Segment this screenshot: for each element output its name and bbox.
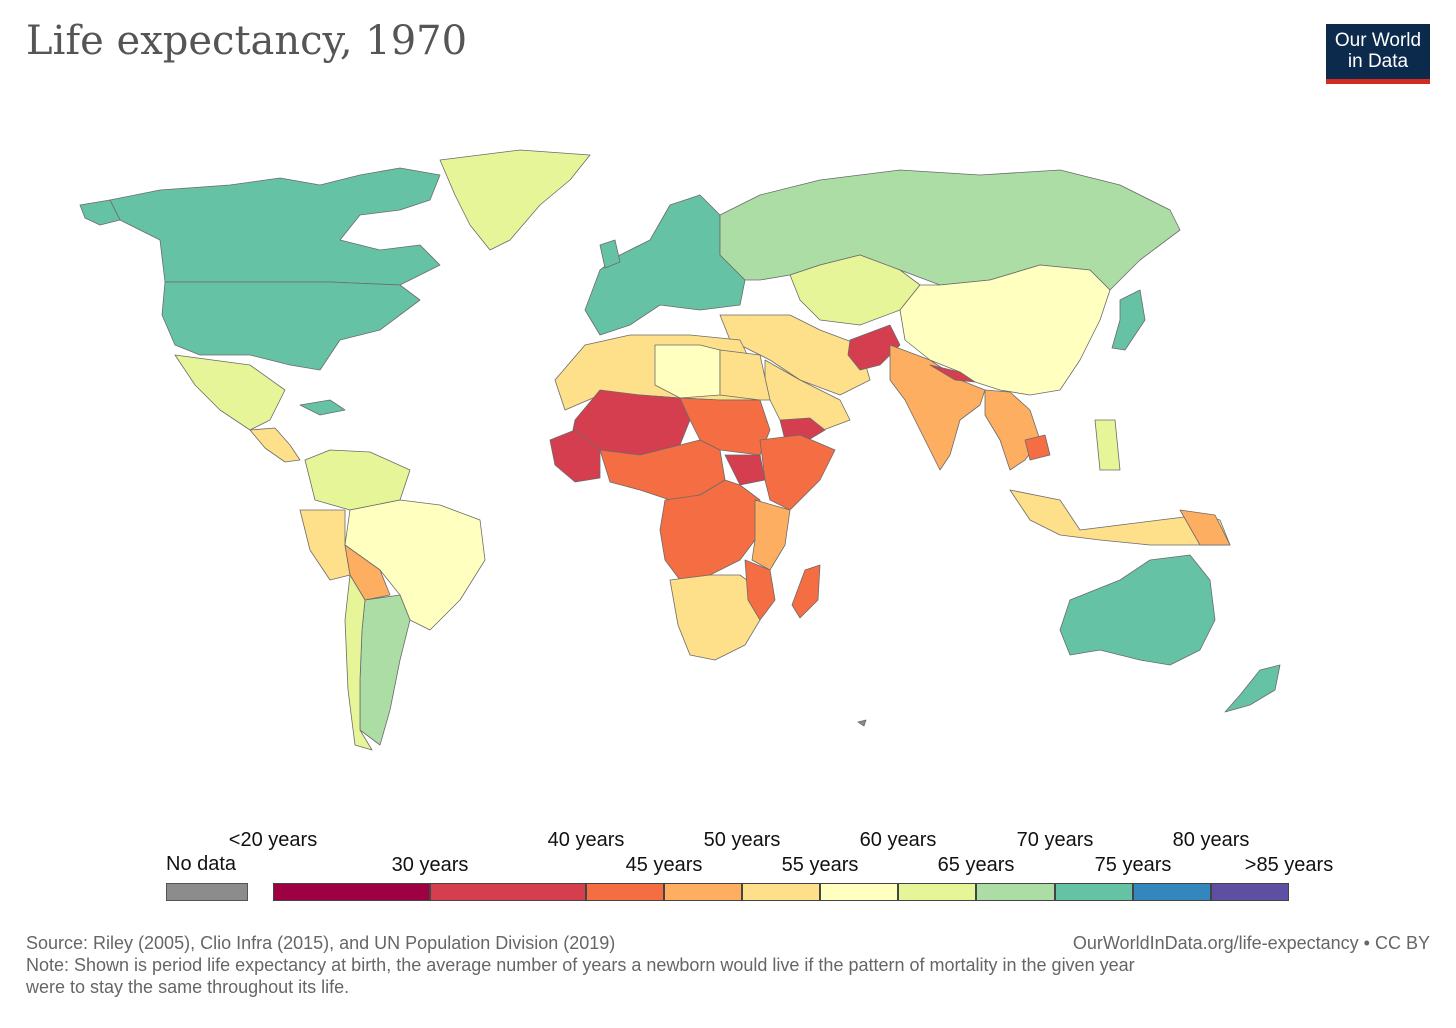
legend-bin[interactable] <box>664 883 742 901</box>
legend-bottom-label: 65 years <box>937 854 1015 876</box>
legend-bin[interactable] <box>1055 883 1133 901</box>
logo-line-1: Our World <box>1334 30 1422 51</box>
legend-top-label: 70 years <box>1016 829 1094 851</box>
legend-bin[interactable] <box>820 883 898 901</box>
region-papua-new-guinea[interactable] <box>1179 509 1231 546</box>
legend-no-data-label: No data <box>166 853 237 875</box>
world-map[interactable] <box>0 0 1456 820</box>
region-caribbean[interactable] <box>299 399 346 416</box>
region-no-data-island[interactable] <box>857 719 867 727</box>
legend-bin[interactable] <box>430 883 586 901</box>
region-japan[interactable] <box>1111 289 1146 351</box>
region-libya[interactable] <box>654 344 721 399</box>
legend-no-data-swatch[interactable] <box>166 883 248 901</box>
footer-link[interactable]: OurWorldInData.org/life-expectancy • CC … <box>1072 933 1430 953</box>
region-argentina[interactable] <box>359 594 411 746</box>
legend-top-label: 80 years <box>1172 829 1250 851</box>
region-west-africa[interactable] <box>549 429 601 483</box>
legend-top-label: <20 years <box>228 829 318 851</box>
region-russia[interactable] <box>719 169 1181 291</box>
legend-bin[interactable] <box>742 883 820 901</box>
legend-bin[interactable] <box>273 883 430 901</box>
region-uk[interactable] <box>599 239 621 269</box>
region-mozambique[interactable] <box>744 559 776 621</box>
legend-bottom-label: 55 years <box>781 854 859 876</box>
legend-bin[interactable] <box>898 883 976 901</box>
region-canada[interactable] <box>109 167 441 286</box>
region-afghanistan[interactable] <box>847 324 901 371</box>
region-alaska[interactable] <box>79 199 121 226</box>
region-philippines[interactable] <box>1094 419 1121 471</box>
legend-top-label: 50 years <box>703 829 781 851</box>
legend-bin[interactable] <box>976 883 1055 901</box>
legend-bottom-label: 75 years <box>1094 854 1172 876</box>
region-east-africa[interactable] <box>751 499 791 571</box>
region-indonesia[interactable] <box>1009 489 1231 546</box>
region-chile[interactable] <box>344 574 373 751</box>
logo-underline <box>1326 79 1430 84</box>
legend-bin[interactable] <box>586 883 664 901</box>
region-australia[interactable] <box>1059 554 1216 666</box>
page-title: Life expectancy, 1970 <box>26 18 468 64</box>
region-united-states[interactable] <box>161 281 421 371</box>
legend-top-label: 40 years <box>547 829 625 851</box>
region-mexico[interactable] <box>174 354 286 431</box>
legend: No data <20 years 40 years 50 years 60 year… <box>0 820 1456 910</box>
region-dr-congo[interactable] <box>659 479 761 581</box>
region-horn-africa[interactable] <box>759 434 836 511</box>
region-peru[interactable] <box>299 509 351 581</box>
region-egypt-sudan[interactable] <box>719 349 771 401</box>
region-cambodia[interactable] <box>1024 434 1051 461</box>
legend-bottom-label: 30 years <box>391 854 469 876</box>
footer-note-line-2: were to stay the same throughout its lif… <box>26 977 350 997</box>
region-southern-africa[interactable] <box>669 574 761 661</box>
legend-bottom-label: >85 years <box>1244 854 1334 876</box>
footer: Source: Riley (2005), Clio Infra (2015),… <box>26 932 1430 998</box>
legend-bottom-label: 45 years <box>625 854 703 876</box>
region-china[interactable] <box>899 264 1111 396</box>
region-central-america[interactable] <box>249 427 301 463</box>
legend-bin[interactable] <box>1211 883 1289 901</box>
region-colombia-venezuela[interactable] <box>304 449 411 511</box>
logo-line-2: in Data <box>1347 51 1409 72</box>
legend-top-label: 60 years <box>859 829 937 851</box>
region-greenland[interactable] <box>439 149 591 251</box>
footer-source: Source: Riley (2005), Clio Infra (2015),… <box>26 933 616 953</box>
region-turkey-iran[interactable] <box>719 314 871 396</box>
region-mainland-se-asia[interactable] <box>984 389 1041 471</box>
region-madagascar[interactable] <box>791 564 821 619</box>
region-bolivia[interactable] <box>344 544 391 601</box>
footer-note-line-1: Note: Shown is period life expectancy at… <box>26 955 1135 975</box>
legend-bin[interactable] <box>1133 883 1211 901</box>
owid-logo[interactable]: Our World in Data <box>1326 24 1430 84</box>
region-new-zealand[interactable] <box>1224 664 1281 713</box>
region-south-sudan[interactable] <box>724 454 766 486</box>
